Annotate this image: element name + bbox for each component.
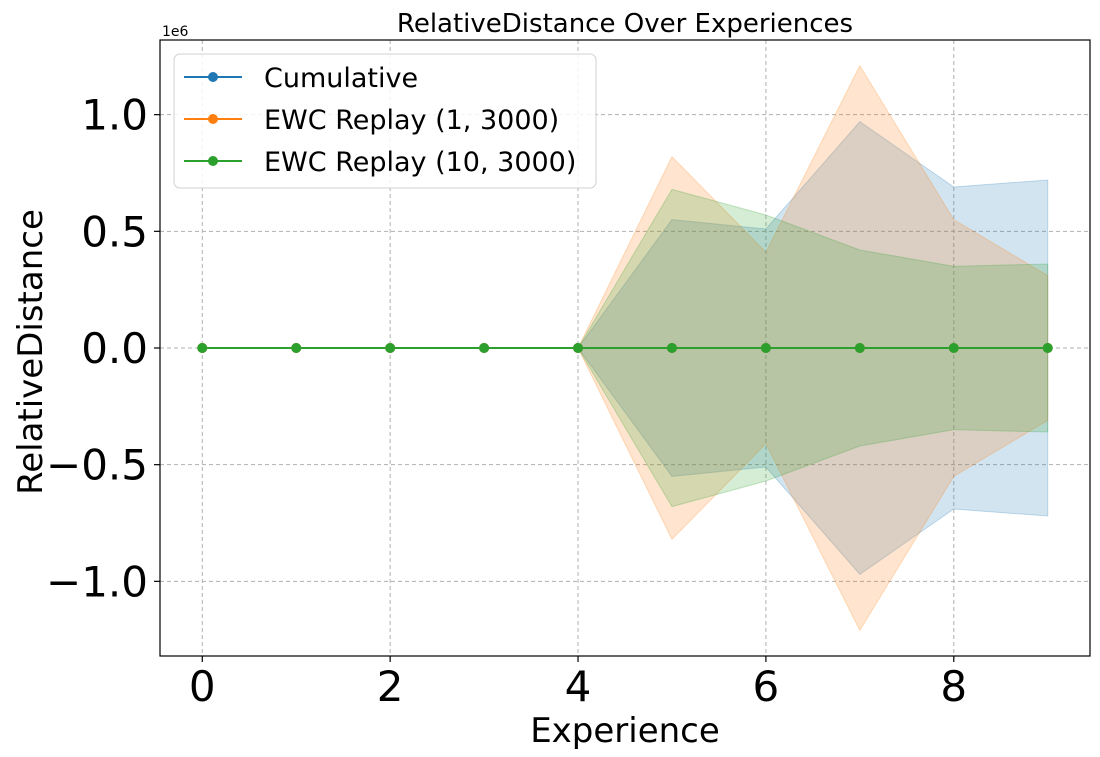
y-scale-label: 1e6 [162, 24, 189, 40]
x-axis-ticks: 0 2 4 6 8 [189, 656, 967, 711]
data-point-2-4 [573, 343, 584, 353]
data-point-2-5 [666, 343, 677, 353]
data-point-2-3 [479, 343, 490, 353]
x-tick-label: 4 [565, 662, 592, 711]
legend: Cumulative EWC Replay (1, 3000) EWC Replay… [173, 53, 597, 189]
legend-entry-2: EWC Replay (10, 3000) [264, 147, 576, 178]
data-point-2-1 [291, 343, 302, 353]
data-point-2-8 [948, 343, 959, 353]
data-point-2-9 [1042, 343, 1053, 353]
data-point-2-0 [197, 343, 208, 353]
data-point-2-2 [385, 343, 396, 353]
x-tick-label: 2 [377, 662, 404, 711]
y-tick-label: 1.0 [81, 91, 148, 140]
data-point-2-7 [854, 343, 865, 353]
legend-entry-1: EWC Replay (1, 3000) [264, 105, 559, 136]
y-tick-label: 0.0 [81, 324, 148, 373]
x-tick-label: 0 [189, 662, 216, 711]
y-tick-label: −0.5 [46, 441, 148, 490]
legend-marker-2 [208, 156, 218, 166]
chart-title: RelativeDistance Over Experiences [397, 9, 853, 39]
y-axis-ticks: −1.0 −0.5 0.0 0.5 1.0 [46, 91, 160, 606]
legend-box [173, 53, 597, 189]
legend-marker-1 [208, 114, 218, 124]
series-points [197, 343, 1053, 353]
legend-marker-0 [208, 72, 218, 82]
y-tick-label: 0.5 [81, 207, 148, 256]
legend-entry-0: Cumulative [264, 63, 418, 94]
x-axis-label: Experience [530, 711, 720, 751]
y-axis-label: RelativeDistance [11, 209, 51, 495]
data-point-2-6 [760, 343, 771, 353]
y-tick-label: −1.0 [46, 557, 148, 606]
x-tick-label: 6 [753, 662, 780, 711]
x-tick-label: 8 [940, 662, 967, 711]
